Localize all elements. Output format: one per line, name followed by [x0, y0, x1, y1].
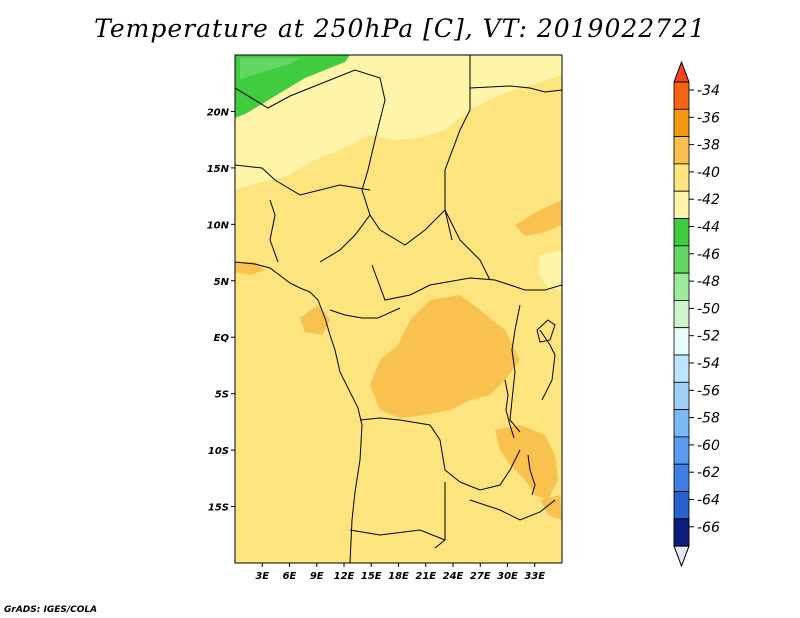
- border: [509, 304, 521, 433]
- border: [235, 164, 371, 196]
- colorbar-label: -60: [697, 438, 720, 454]
- colorbar-swatch: [673, 463, 690, 492]
- colorbar-swatch: [673, 218, 690, 247]
- colorbar: -34 -36 -38 -40 -42 -44 -46 -48 -50 -52 -54 -56 -58 -…: [673, 60, 720, 568]
- colorbar-swatch: [673, 327, 690, 356]
- field-level-38-northeast: [515, 200, 562, 236]
- colorbar-label: -36: [697, 110, 720, 126]
- map-title: Temperature at 250hPa [C], VT: 201902272…: [94, 14, 706, 43]
- border: [444, 55, 471, 241]
- lon-tick-label: 12E: [334, 571, 355, 582]
- colorbar-label: -46: [697, 247, 720, 263]
- colorbar-label: -56: [697, 383, 720, 399]
- border: [539, 329, 556, 401]
- colorbar-label: -58: [697, 411, 720, 427]
- lon-tick-label: 27E: [470, 571, 491, 582]
- colorbar-label: -48: [697, 274, 720, 290]
- colorbar-swatch: [673, 299, 690, 329]
- field-level-42-north: [235, 55, 562, 190]
- border: [469, 499, 556, 521]
- colorbar-swatch: [673, 81, 690, 110]
- field-level-38-coast: [235, 262, 265, 275]
- lat-tick-label: EQ: [214, 333, 230, 344]
- colorbar-label: -42: [697, 192, 720, 208]
- field-level-38-southeast: [495, 425, 558, 500]
- grads-credit: GrADS: IGES/COLA: [4, 605, 98, 615]
- colorbar-swatch: [673, 381, 690, 410]
- lon-tick-label: 24E: [443, 571, 464, 582]
- colorbar-label: -66: [697, 520, 720, 536]
- lat-tick-label: 15S: [208, 503, 229, 514]
- lat-tick-label: 20N: [207, 107, 230, 118]
- lon-tick-label: 18E: [388, 571, 409, 582]
- lon-tick-label: 21E: [415, 571, 436, 582]
- map-outlines: [235, 55, 562, 563]
- colorbar-label: -34: [697, 83, 720, 99]
- colorbar-label: -44: [697, 220, 720, 236]
- border: [359, 417, 461, 483]
- colorbar-label: -62: [697, 465, 720, 481]
- field-level-38-central: [370, 295, 520, 418]
- border: [269, 199, 279, 263]
- lon-tick-label: 15E: [361, 571, 382, 582]
- lon-tick-label: 33E: [524, 571, 545, 582]
- field-level-42-east: [538, 250, 562, 290]
- longitude-axis: 3E 6E 9E 12E 15E 18E 21E 24E 27E 30E 33E: [255, 563, 545, 582]
- colorbar-label: -40: [697, 165, 720, 181]
- colorbar-swatch: [673, 108, 690, 138]
- colorbar-label: -54: [697, 356, 720, 372]
- colorbar-label: -38: [697, 138, 720, 154]
- lon-tick-label: 6E: [283, 571, 297, 582]
- border: [329, 307, 401, 319]
- lat-tick-label: 10N: [207, 220, 230, 231]
- latitude-axis: 20N 15N 10N 5N EQ 5S 10S 15S: [207, 107, 235, 514]
- colorbar-swatch: [673, 354, 690, 383]
- border: [235, 69, 386, 231]
- border: [371, 264, 562, 301]
- colorbar-swatch: [673, 245, 690, 274]
- lat-tick-label: 5S: [215, 390, 229, 401]
- colorbar-swatch: [673, 136, 690, 165]
- border: [349, 529, 446, 541]
- colorbar-label: -50: [697, 301, 720, 317]
- colorbar-swatch: [673, 518, 690, 547]
- coastline-west: [235, 261, 363, 563]
- colorbar-swatch: [673, 409, 690, 438]
- colorbar-bottom-arrow: [673, 545, 690, 568]
- colorbar-label: -52: [697, 329, 720, 345]
- colorbar-swatch: [673, 272, 690, 301]
- lake-outline: [527, 454, 536, 496]
- field-level-38-angola: [540, 495, 562, 520]
- colorbar-label: -64: [697, 493, 720, 509]
- field-level-46-patch: [240, 58, 300, 80]
- lake-outline: [536, 319, 556, 343]
- lake-outline: [504, 379, 515, 439]
- colorbar-top-arrow: [673, 60, 690, 83]
- border: [319, 214, 371, 263]
- border: [459, 449, 521, 491]
- border: [379, 209, 491, 281]
- lon-tick-label: 9E: [310, 571, 324, 582]
- colorbar-swatch: [673, 163, 690, 192]
- lat-tick-label: 15N: [207, 164, 230, 175]
- coastline-east: [469, 85, 562, 93]
- lat-tick-label: 10S: [208, 446, 229, 457]
- lon-tick-label: 3E: [255, 571, 269, 582]
- colorbar-swatch: [673, 436, 690, 465]
- lat-tick-label: 5N: [214, 277, 230, 288]
- lon-tick-label: 30E: [497, 571, 518, 582]
- colorbar-swatch: [673, 190, 690, 219]
- colorbar-swatch: [673, 491, 690, 520]
